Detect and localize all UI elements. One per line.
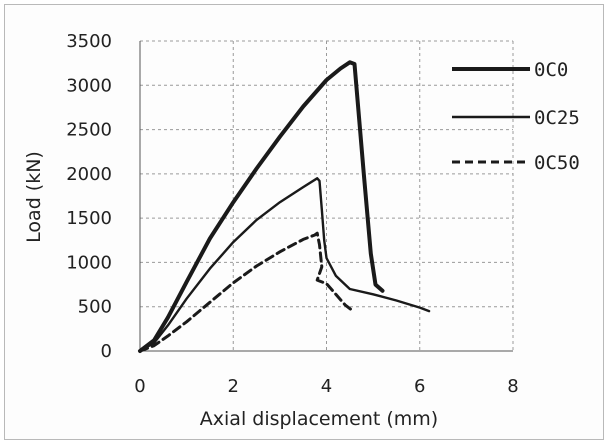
- y-tick-label-3: 1500: [66, 208, 112, 229]
- x-tick-label-3: 6: [414, 376, 425, 397]
- series-group: [138, 60, 431, 353]
- tick-labels: 0 500 1000 1500 2000 2500 3000 3500 0 2 4 6 8: [66, 31, 519, 397]
- y-tick-label-7: 3500: [66, 31, 112, 52]
- y-axis-title: Load (kN): [23, 151, 45, 243]
- legend-label-0c50: 0C50: [534, 152, 580, 174]
- legend-label-0c25: 0C25: [534, 107, 580, 129]
- x-tick-label-0: 0: [134, 376, 145, 397]
- chart-frame: [4, 4, 604, 440]
- y-tick-label-4: 2000: [66, 164, 112, 185]
- axes: [139, 41, 513, 352]
- y-tick-label-0: 0: [101, 341, 112, 362]
- y-tick-label-1: 500: [78, 297, 112, 318]
- x-tick-label-1: 2: [228, 376, 239, 397]
- series-line-0c0: [138, 60, 385, 353]
- y-tick-label-5: 2500: [66, 120, 112, 141]
- x-tick-label-4: 8: [507, 376, 518, 397]
- series-line-0c50: [138, 231, 354, 353]
- grid: [140, 40, 514, 351]
- y-tick-label-2: 1000: [66, 252, 112, 273]
- series-line-0c25: [138, 177, 431, 353]
- legend-label-0c0: 0C0: [534, 59, 568, 81]
- legend: 0C0 0C25 0C50: [452, 59, 580, 174]
- y-tick-label-6: 3000: [66, 75, 112, 96]
- x-axis-title: Axial displacement (mm): [200, 408, 438, 430]
- x-tick-label-2: 4: [321, 376, 332, 397]
